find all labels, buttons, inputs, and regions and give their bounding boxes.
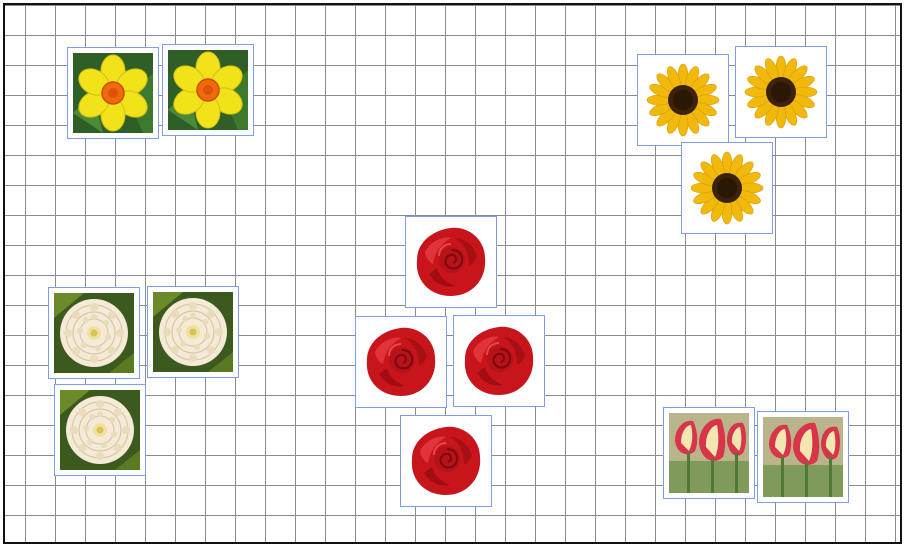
rose-icon: [361, 322, 441, 402]
game-board: [3, 3, 902, 544]
sunflower-icon: [687, 148, 767, 228]
sunflower-card[interactable]: [735, 46, 827, 138]
daffodil-icon: [168, 50, 248, 130]
sunflower-card[interactable]: [637, 54, 729, 146]
rose-icon: [411, 222, 491, 302]
dahlia-card[interactable]: [54, 384, 146, 476]
tulip-icon: [669, 413, 749, 493]
daffodil-icon: [73, 53, 153, 133]
sunflower-card[interactable]: [681, 142, 773, 234]
rose-card[interactable]: [453, 315, 545, 407]
sunflower-icon: [643, 60, 723, 140]
rose-icon: [406, 421, 486, 501]
daffodil-card[interactable]: [67, 47, 159, 139]
tulip-icon: [763, 417, 843, 497]
dahlia-icon: [54, 293, 134, 373]
dahlia-icon: [60, 390, 140, 470]
dahlia-card[interactable]: [147, 286, 239, 378]
daffodil-card[interactable]: [162, 44, 254, 136]
rose-card[interactable]: [355, 316, 447, 408]
dahlia-card[interactable]: [48, 287, 140, 379]
rose-card[interactable]: [400, 415, 492, 507]
rose-icon: [459, 321, 539, 401]
sunflower-icon: [741, 52, 821, 132]
rose-card[interactable]: [405, 216, 497, 308]
dahlia-icon: [153, 292, 233, 372]
tulip-card[interactable]: [757, 411, 849, 503]
tulip-card[interactable]: [663, 407, 755, 499]
